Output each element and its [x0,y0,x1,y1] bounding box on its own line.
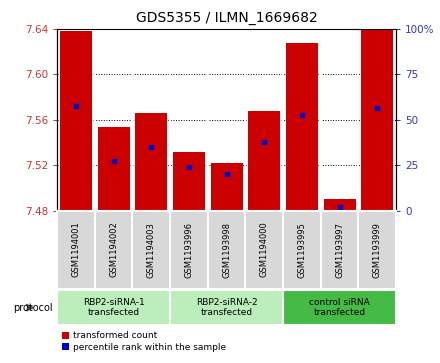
Bar [283,211,321,289]
Text: GSM1194003: GSM1194003 [147,222,156,277]
Legend: transformed count, percentile rank within the sample: transformed count, percentile rank withi… [62,331,226,352]
Bar [358,211,396,289]
Bar [173,151,205,211]
Text: GSM1193995: GSM1193995 [297,222,306,277]
Bar [60,31,92,211]
Bar [361,29,393,211]
Bar [208,211,246,289]
Text: GSM1193999: GSM1193999 [373,222,381,277]
Text: GSM1194002: GSM1194002 [109,222,118,277]
Bar [246,211,283,289]
Text: GSM1194000: GSM1194000 [260,222,269,277]
Bar [286,42,318,211]
Text: RBP2-siRNA-2
transfected: RBP2-siRNA-2 transfected [196,298,257,317]
Bar [323,199,356,211]
Bar [132,211,170,289]
Text: control siRNA
transfected: control siRNA transfected [309,298,370,317]
Bar [248,111,280,211]
Bar [170,211,208,289]
Title: GDS5355 / ILMN_1669682: GDS5355 / ILMN_1669682 [136,11,318,25]
Bar [170,290,283,325]
Bar [95,211,132,289]
Text: GSM1193996: GSM1193996 [184,221,194,278]
Text: GSM1193997: GSM1193997 [335,221,344,278]
Bar [136,113,167,211]
Bar [57,211,95,289]
Bar [98,127,130,211]
Text: GSM1194001: GSM1194001 [72,222,81,277]
Bar [57,290,170,325]
Text: protocol: protocol [13,303,53,313]
Bar [211,163,242,211]
Text: RBP2-siRNA-1
transfected: RBP2-siRNA-1 transfected [83,298,145,317]
Text: GSM1193998: GSM1193998 [222,221,231,278]
Bar [321,211,358,289]
Bar [283,290,396,325]
